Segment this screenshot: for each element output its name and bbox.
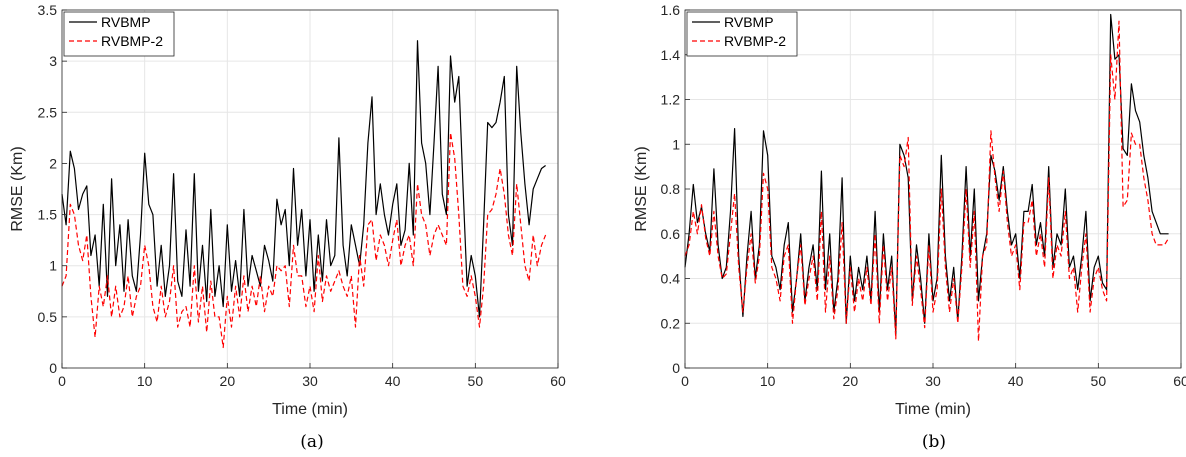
legend-entry: RVBMP xyxy=(101,14,151,30)
y-tick-label: 1 xyxy=(49,258,57,274)
panel-caption: (a) xyxy=(300,432,323,452)
y-tick-label: 2 xyxy=(49,155,57,171)
chart-panel-b: 0 10 20 30 40 50 60 0 0.2 0.4 0.6 0.8 1 1.2 1.4 1.6 Tim… xyxy=(633,2,1186,452)
x-tick-label: 30 xyxy=(302,373,318,389)
axis-ticks: 0 10 20 30 40 50 60 0 0.2 0.4 0.6 0.8 1 1.2 1.4 1.6 xyxy=(661,2,1186,389)
x-tick-label: 0 xyxy=(681,373,689,389)
y-tick-label: 1.5 xyxy=(38,207,58,223)
y-tick-label: 0.6 xyxy=(661,226,681,242)
y-tick-label: 1 xyxy=(672,136,680,152)
data-series xyxy=(684,13,1170,342)
x-tick-label: 40 xyxy=(1008,373,1024,389)
y-axis-label: RMSE (Km) xyxy=(9,146,26,231)
y-tick-label: 0.8 xyxy=(661,181,681,197)
y-tick-label: 1.6 xyxy=(661,2,681,18)
y-tick-label: 0.2 xyxy=(661,315,681,331)
legend-box xyxy=(63,11,175,57)
legend: RVBMP RVBMP-2 xyxy=(63,11,175,57)
x-tick-label: 20 xyxy=(220,373,236,389)
x-tick-label: 40 xyxy=(385,373,401,389)
x-tick-label: 60 xyxy=(550,373,566,389)
x-axis-label: Time (min) xyxy=(895,401,971,418)
legend-entry: RVBMP-2 xyxy=(101,33,163,49)
x-tick-label: 30 xyxy=(925,373,941,389)
y-tick-label: 0.5 xyxy=(38,309,58,325)
y-tick-label: 0.4 xyxy=(661,271,681,287)
x-tick-label: 0 xyxy=(58,373,66,389)
legend-entry: RVBMP-2 xyxy=(724,33,786,49)
axis-ticks: 0 10 20 30 40 50 60 0 0.5 1 1.5 2 2.5 3 3.5 xyxy=(38,2,566,389)
data-series xyxy=(61,40,547,349)
x-axis-label: Time (min) xyxy=(272,401,348,418)
chart-panel-a: 0 10 20 30 40 50 60 0 0.5 1 1.5 2 2.5 3 3.5 Time (min)… xyxy=(9,2,566,452)
panel-caption: (b) xyxy=(922,432,946,452)
y-tick-label: 1.2 xyxy=(661,92,681,108)
legend-box xyxy=(686,11,798,57)
legend: RVBMP RVBMP-2 xyxy=(686,11,798,57)
y-axis-label: RMSE (Km) xyxy=(633,146,650,231)
y-tick-label: 3.5 xyxy=(38,2,58,18)
series-line-rvbmp xyxy=(61,40,546,318)
x-tick-label: 10 xyxy=(137,373,153,389)
x-tick-label: 50 xyxy=(1091,373,1107,389)
series-line-rvbmp-2 xyxy=(61,132,547,349)
x-tick-label: 20 xyxy=(843,373,859,389)
y-tick-label: 2.5 xyxy=(38,104,58,120)
y-tick-label: 3 xyxy=(49,53,57,69)
x-tick-label: 10 xyxy=(760,373,776,389)
series-line-rvbmp-2 xyxy=(684,20,1170,342)
y-tick-label: 0 xyxy=(672,360,680,376)
y-tick-label: 0 xyxy=(49,360,57,376)
x-tick-label: 50 xyxy=(468,373,484,389)
x-tick-label: 60 xyxy=(1173,373,1186,389)
y-tick-label: 1.4 xyxy=(661,47,681,63)
legend-entry: RVBMP xyxy=(724,14,774,30)
